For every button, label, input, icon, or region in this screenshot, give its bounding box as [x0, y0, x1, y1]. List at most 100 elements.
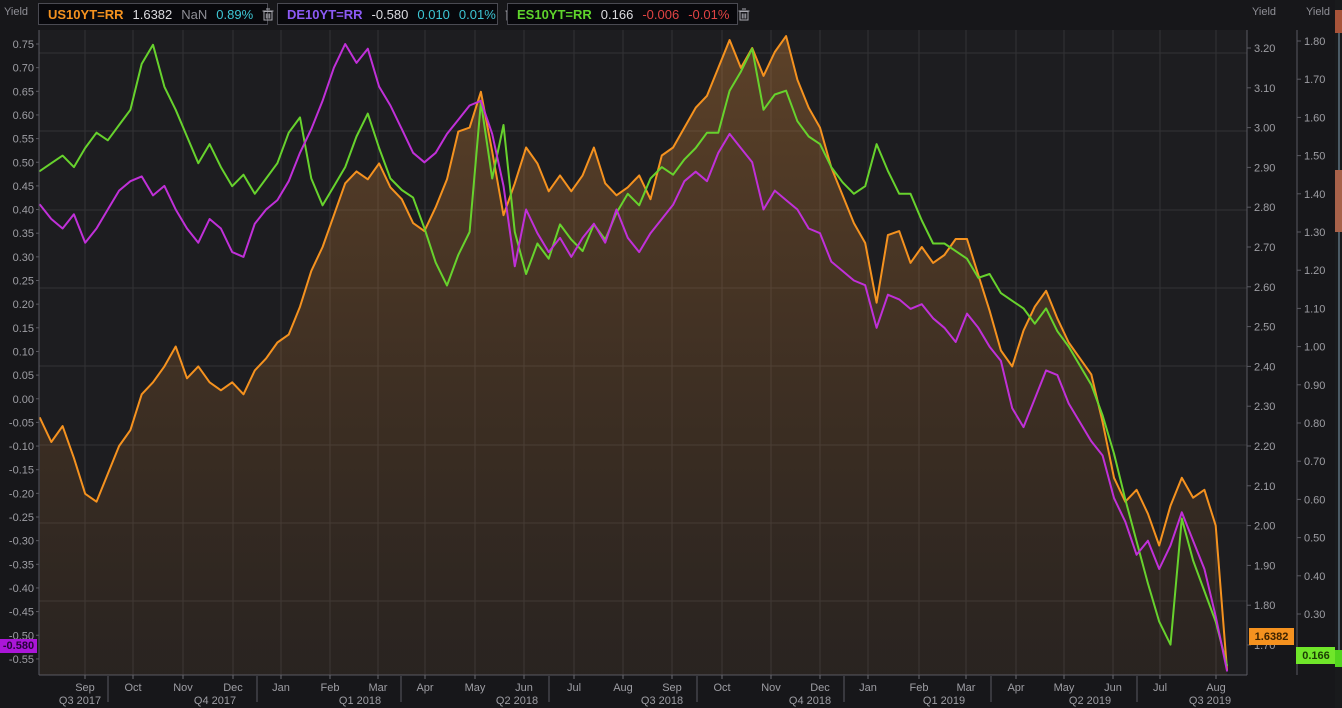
us-yield-area-fill: [40, 36, 1227, 676]
month-label: Nov: [761, 682, 781, 694]
legend-net-change: 0.010: [417, 6, 450, 22]
left-axis-label: 0.50: [13, 157, 34, 169]
right-inner-axis-label: 2.90: [1254, 162, 1275, 174]
quarter-label: Q4 2018: [789, 695, 831, 707]
left-axis-label: 0.75: [13, 39, 34, 51]
right-outer-axis-label: 1.40: [1304, 189, 1325, 201]
month-label: Jul: [1153, 682, 1167, 694]
legend-pct-change: 0.89%: [216, 6, 254, 22]
left-axis-label: 0.30: [13, 252, 34, 264]
right-inner-axis-label: 2.10: [1254, 481, 1275, 493]
left-axis-label: -0.20: [9, 488, 34, 500]
right-inner-axis-label: 2.40: [1254, 361, 1275, 373]
left-axis-label: 0.00: [13, 394, 34, 406]
left-axis-label: -0.05: [9, 417, 34, 429]
month-label: Jun: [1104, 682, 1122, 694]
left-axis-label: 0.15: [13, 323, 34, 335]
strip-marker: [1335, 10, 1342, 33]
legend-net-change: -0.006: [642, 6, 680, 22]
trash-icon[interactable]: [738, 8, 750, 21]
strip-marker: [1335, 170, 1342, 232]
es-last-value-badge: 0.166: [1296, 647, 1336, 664]
us10yt-yield-line: [39, 35, 1228, 671]
right-inner-axis-title: Yield: [1252, 6, 1277, 18]
right-outer-axis-label: 0.90: [1304, 380, 1325, 392]
left-axis-label: -0.40: [9, 583, 34, 595]
quarter-label: Q1 2018: [339, 695, 381, 707]
legend-last-value: -0.580: [371, 6, 409, 22]
month-label: Sep: [75, 682, 95, 694]
left-axis-label: -0.25: [9, 512, 34, 524]
month-label: Apr: [416, 682, 433, 694]
month-label: Feb: [321, 682, 340, 694]
legend-symbol: ES10YT=RR: [517, 6, 592, 22]
month-label: Nov: [173, 682, 193, 694]
month-label: Aug: [1206, 682, 1226, 694]
right-outer-axis-label: 1.50: [1304, 151, 1325, 163]
legend-last-value: 0.166: [600, 6, 634, 22]
right-outer-axis-label: 1.10: [1304, 303, 1325, 315]
right-outer-axis-label: 1.30: [1304, 227, 1325, 239]
legend-net-change: NaN: [181, 6, 208, 22]
trash-icon[interactable]: [262, 8, 274, 21]
left-axis-title: Yield: [4, 6, 29, 18]
right-inner-axis-label: 2.30: [1254, 401, 1275, 413]
right-marker-strip[interactable]: [1335, 0, 1342, 708]
legend-item-es10yt[interactable]: ES10YT=RR 0.166 -0.006 -0.01%: [507, 3, 750, 25]
right-outer-axis-label: 0.50: [1304, 533, 1325, 545]
es10yt-yield-line: [39, 43, 1228, 667]
month-label: Mar: [369, 682, 388, 694]
right-inner-axis-label: 1.80: [1254, 600, 1275, 612]
right-inner-axis-label: 2.00: [1254, 521, 1275, 533]
month-label: Mar: [957, 682, 976, 694]
left-axis-label: 0.25: [13, 276, 34, 288]
left-axis-label: 0.65: [13, 86, 34, 98]
month-label: Feb: [910, 682, 929, 694]
legend-symbol: DE10YT=RR: [287, 6, 363, 22]
month-label: May: [465, 682, 486, 694]
left-axis-label: -0.30: [9, 536, 34, 548]
left-axis-label: -0.15: [9, 465, 34, 477]
left-axis-label: -0.35: [9, 559, 34, 571]
right-inner-axis-label: 2.60: [1254, 282, 1275, 294]
strip-rail: [1338, 30, 1340, 652]
legend-item-de10yt[interactable]: DE10YT=RR -0.580 0.010 0.01%: [277, 3, 517, 25]
month-label: Dec: [810, 682, 830, 694]
quarter-label: Q3 2018: [641, 695, 683, 707]
right-inner-axis-label: 2.50: [1254, 322, 1275, 334]
right-outer-axis-label: 1.70: [1304, 74, 1325, 86]
right-outer-axis-label: 0.40: [1304, 571, 1325, 583]
left-axis-label: 0.05: [13, 370, 34, 382]
right-inner-axis-label: 2.20: [1254, 441, 1275, 453]
right-outer-axis-label: 0.30: [1304, 609, 1325, 621]
left-axis-label: 0.60: [13, 110, 34, 122]
right-outer-axis-label: 1.00: [1304, 342, 1325, 354]
left-axis-label: 0.70: [13, 63, 34, 75]
right-inner-axis-label: 3.00: [1254, 123, 1275, 135]
right-outer-axis-label: 0.70: [1304, 456, 1325, 468]
month-label: Jun: [515, 682, 533, 694]
month-label: Oct: [124, 682, 141, 694]
month-label: Apr: [1007, 682, 1024, 694]
right-outer-axis-title: Yield: [1306, 6, 1331, 18]
month-label: Aug: [613, 682, 633, 694]
right-outer-axis-label: 0.80: [1304, 418, 1325, 430]
left-axis-label: 0.45: [13, 181, 34, 193]
strip-marker: [1335, 650, 1342, 667]
quarter-label: Q2 2019: [1069, 695, 1111, 707]
quarter-label: Q4 2017: [194, 695, 236, 707]
quarter-label: Q3 2017: [59, 695, 101, 707]
right-inner-axis-label: 3.20: [1254, 43, 1275, 55]
right-outer-axis-label: 1.60: [1304, 112, 1325, 124]
legend-item-us10yt[interactable]: US10YT=RR 1.6382 NaN 0.89%: [38, 3, 274, 25]
right-outer-axis-label: 1.20: [1304, 265, 1325, 277]
left-axis-label: -0.45: [9, 607, 34, 619]
left-axis-label: 0.10: [13, 346, 34, 358]
left-axis-label: 0.35: [13, 228, 34, 240]
left-axis-label: 0.40: [13, 205, 34, 217]
right-inner-axis-label: 2.70: [1254, 242, 1275, 254]
month-label: May: [1054, 682, 1075, 694]
right-inner-axis-label: 2.80: [1254, 202, 1275, 214]
